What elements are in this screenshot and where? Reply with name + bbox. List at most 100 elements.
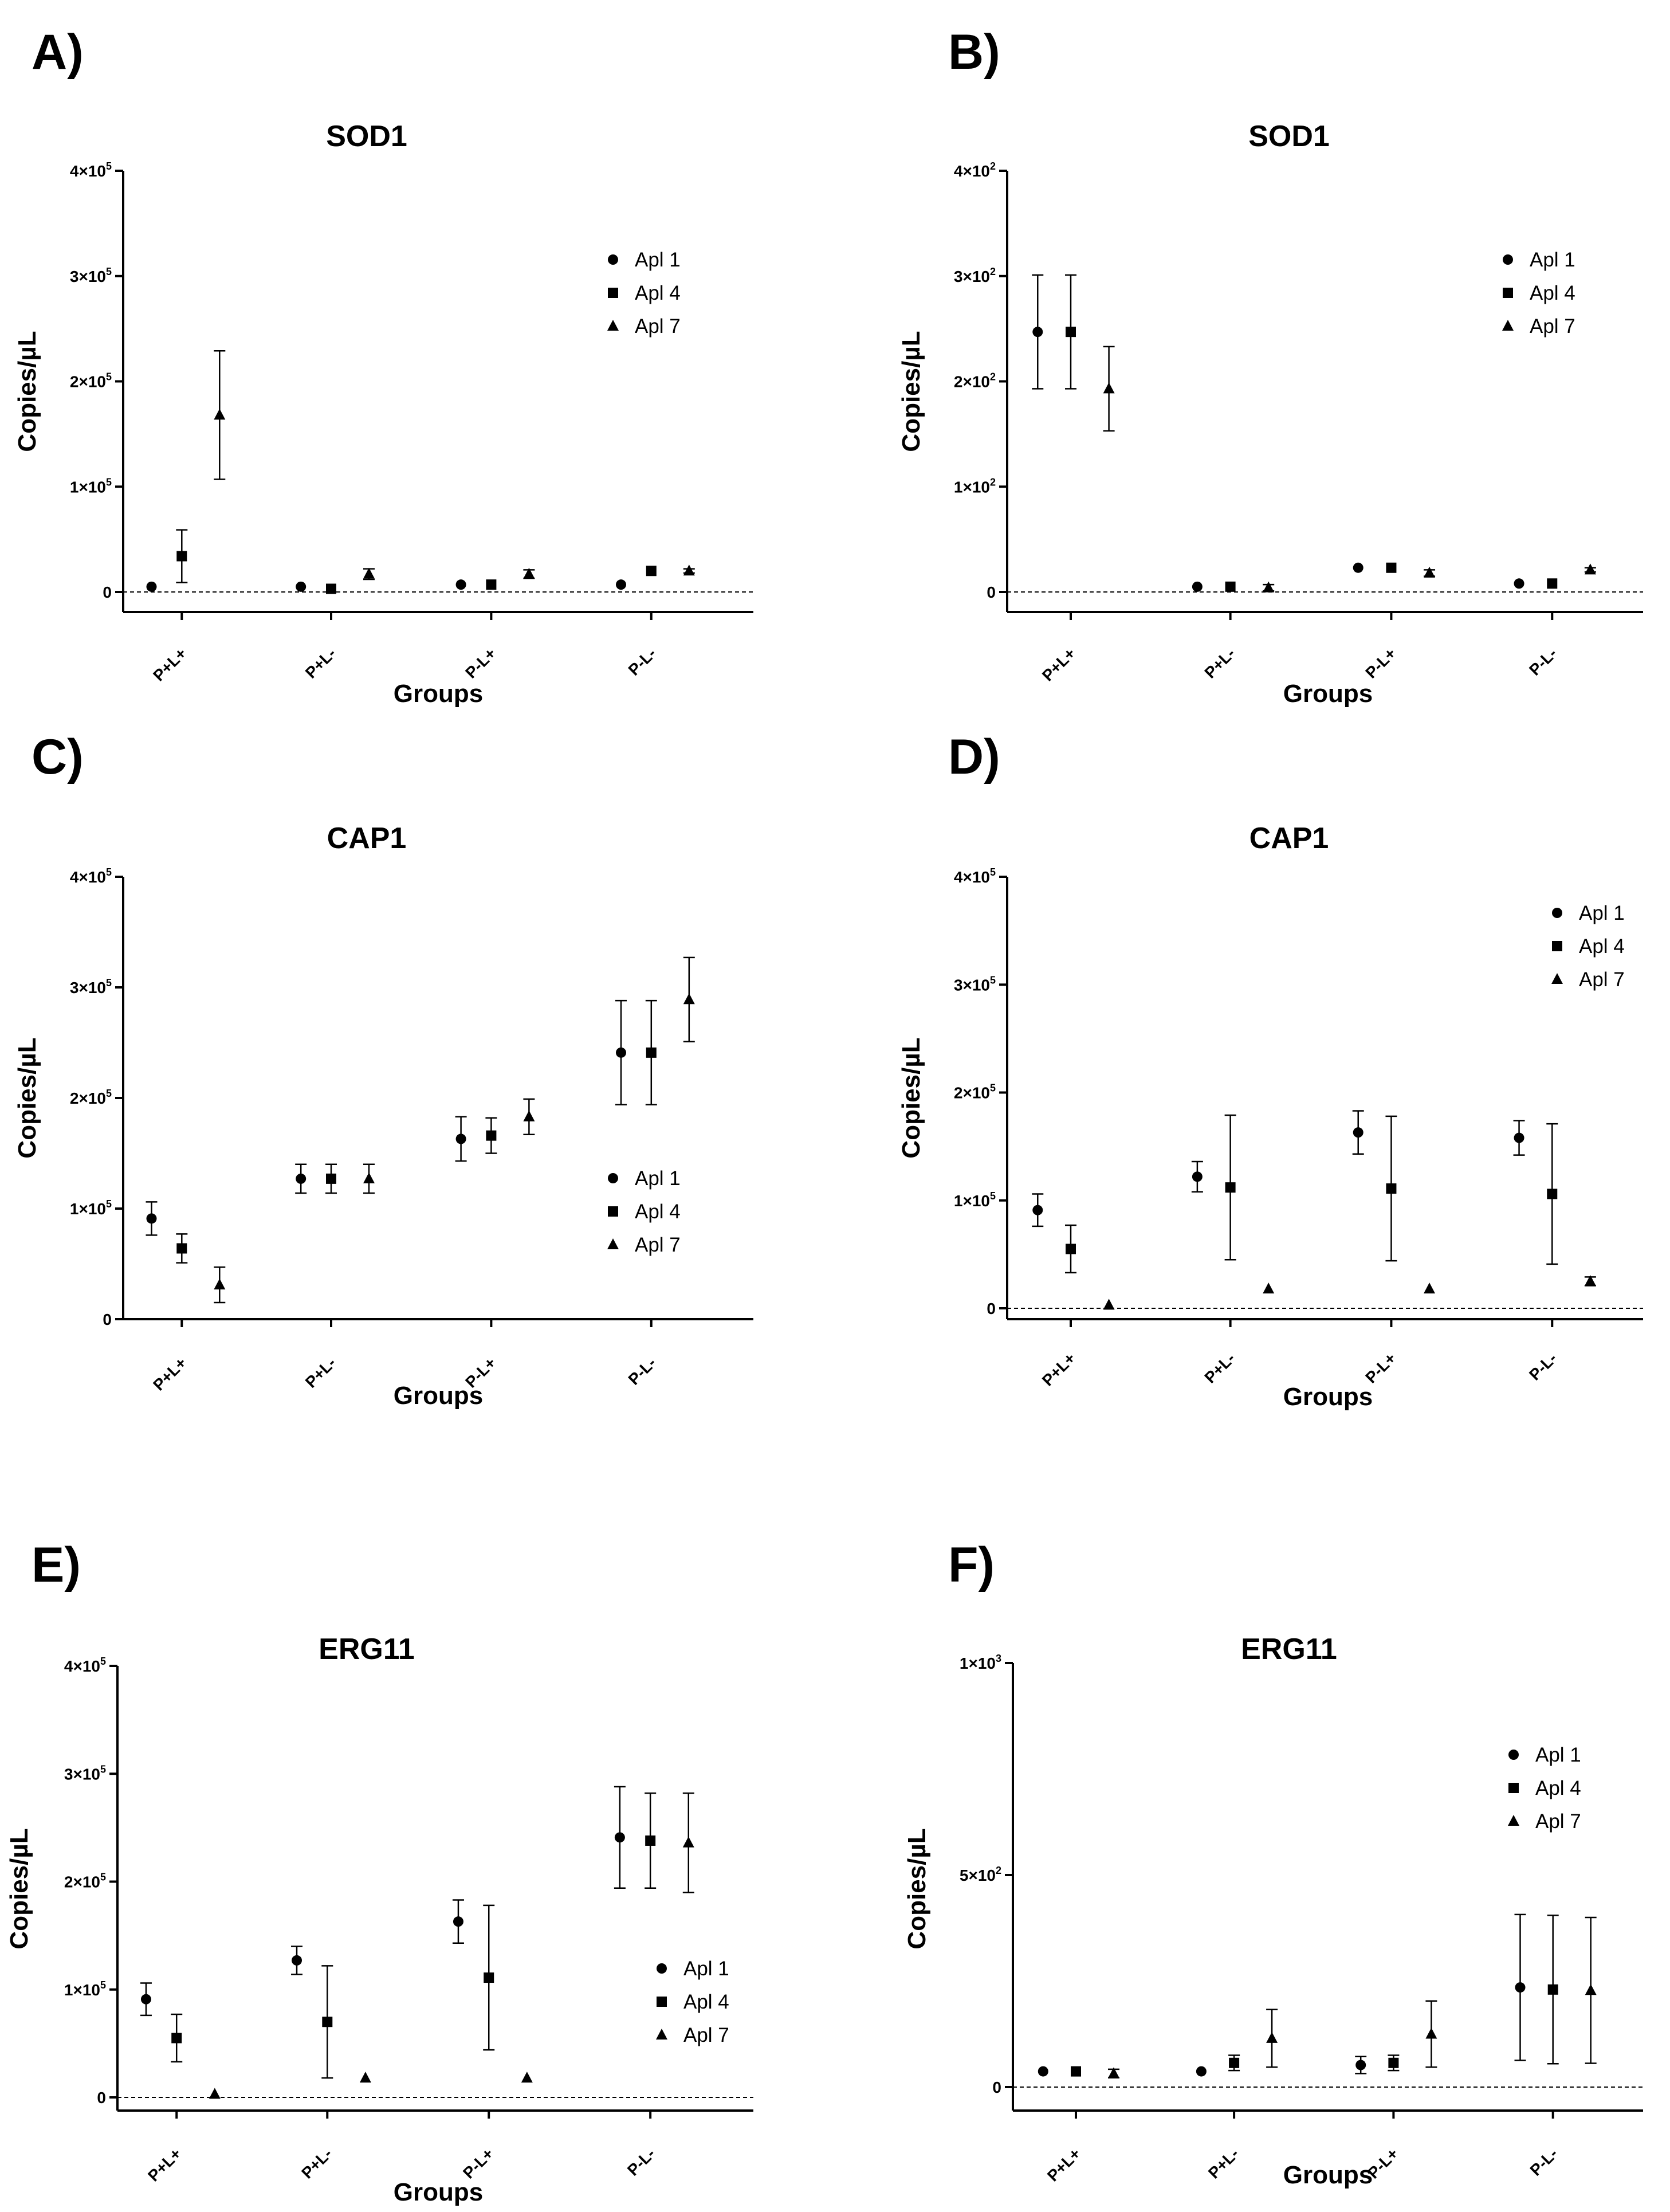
legend-label: Apl 1: [635, 1167, 681, 1190]
data-point: [1038, 2066, 1048, 2077]
chart-panel: D) CAP1 0 1×105 2×105 3×105 4×105 P+L+ P+L- P-L+ P…: [897, 730, 1643, 1411]
data-point: [176, 551, 187, 562]
legend-label: Apl 7: [683, 2024, 729, 2046]
data-point: [1547, 578, 1558, 589]
y-tick-label: 3×105: [70, 977, 112, 997]
legend-marker: [608, 1173, 618, 1183]
data-point: [1515, 1982, 1526, 1993]
data-point: [146, 1213, 157, 1224]
y-tick-exponent: 2: [990, 160, 996, 172]
x-tick-label: P+L+: [1039, 644, 1079, 684]
data-point: [683, 564, 695, 576]
data-point: [326, 1173, 336, 1184]
chart-panel: B) SOD1 0 1×102 2×102 3×102 4×102 P+L+ P+L- P-L+ P…: [897, 25, 1643, 708]
legend-marker: [608, 254, 618, 265]
y-tick-label: 3×105: [70, 266, 112, 285]
data-point: [146, 581, 157, 592]
data-point: [176, 1243, 187, 1254]
y-tick-exponent: 5: [990, 866, 996, 878]
legend-label: Apl 4: [635, 282, 681, 304]
panel-letter: C): [32, 730, 84, 785]
data-point: [296, 1173, 307, 1184]
y-tick-label: 4×105: [70, 160, 112, 180]
panel-letter: B): [948, 25, 1000, 80]
data-point: [645, 1835, 656, 1846]
legend-marker: [657, 1997, 667, 2007]
y-tick-exponent: 5: [106, 476, 112, 488]
data-point: [521, 2072, 533, 2083]
x-tick-label: P+L-: [302, 1354, 339, 1391]
y-tick-exponent: 2: [990, 266, 996, 277]
legend-marker: [607, 1238, 619, 1249]
legend-label: Apl 4: [683, 1991, 729, 2013]
x-axis-label: Groups: [1283, 2161, 1373, 2189]
data-point: [1032, 327, 1043, 338]
data-point: [140, 1994, 151, 2005]
y-tick-label: 2×105: [64, 1872, 106, 1891]
y-tick-label: 3×105: [954, 974, 996, 994]
legend-marker: [1552, 941, 1562, 951]
y-tick-label: 0: [992, 2078, 1001, 2096]
x-tick-label: P+L-: [1205, 2144, 1242, 2182]
legend-label: Apl 1: [1535, 1744, 1581, 1766]
chart-panel: A) SOD1 0 1×105 2×105 3×105 4×105 P+L+ P+L- P-L+ P…: [13, 25, 753, 708]
y-axis-label: Copies/µL: [13, 1037, 41, 1158]
y-tick-label: 2×102: [954, 371, 996, 391]
data-point: [1263, 581, 1275, 593]
legend-label: Apl 7: [1579, 968, 1625, 991]
x-tick-label: P+L-: [1201, 1349, 1238, 1386]
data-point: [292, 1955, 302, 1966]
y-tick-label: 1×103: [960, 1653, 1001, 1672]
legend-label: Apl 7: [1530, 315, 1575, 338]
data-point: [1266, 2031, 1278, 2043]
data-point: [1229, 2057, 1240, 2068]
y-axis-label: Copies/µL: [5, 1828, 33, 1949]
y-axis-label: Copies/µL: [897, 331, 925, 452]
data-point: [1386, 1183, 1397, 1194]
y-tick-label: 1×105: [70, 476, 112, 496]
panel-letter: F): [948, 1538, 995, 1593]
y-tick-exponent: 5: [106, 866, 112, 878]
x-axis-label: Groups: [1283, 680, 1373, 708]
x-axis-label: Groups: [394, 680, 483, 708]
x-tick-label: P-L+: [1362, 644, 1399, 681]
x-axis-label: Groups: [394, 2178, 483, 2206]
y-tick-label: 2×105: [70, 1088, 112, 1107]
y-tick-exponent: 5: [100, 1872, 106, 1883]
data-point: [486, 1130, 497, 1141]
y-tick-exponent: 5: [106, 1198, 112, 1210]
data-point: [1386, 562, 1397, 573]
y-tick-label: 0: [987, 583, 996, 601]
legend-marker: [608, 288, 618, 298]
data-point: [326, 583, 336, 594]
legend-marker: [607, 320, 619, 331]
y-tick-exponent: 5: [990, 1190, 996, 1202]
data-point: [616, 1047, 626, 1058]
x-tick-label: P+L-: [298, 2144, 335, 2182]
x-tick-label: P-L+: [462, 644, 499, 681]
data-point: [171, 2033, 182, 2044]
y-tick-label: 0: [987, 1300, 996, 1317]
data-point: [1584, 1274, 1596, 1286]
chart-title: ERG11: [319, 1633, 415, 1666]
y-tick-label: 1×105: [64, 1979, 106, 1999]
legend-marker: [657, 1963, 667, 1974]
chart-title: CAP1: [1249, 822, 1329, 855]
x-tick-label: P-L+: [1362, 1349, 1399, 1386]
x-tick-label: P-L-: [625, 1354, 659, 1388]
chart-panel: E) ERG11 0 1×105 2×105 3×105 4×105 P+L+ P+L- P-L+…: [5, 1538, 753, 2206]
y-tick-label: 4×105: [64, 1656, 106, 1675]
y-tick-exponent: 5: [106, 160, 112, 172]
data-point: [1192, 581, 1203, 592]
legend-label: Apl 1: [1530, 249, 1575, 271]
y-tick-exponent: 5: [106, 977, 112, 989]
legend-marker: [1508, 1750, 1519, 1760]
panel-letter: D): [948, 730, 1000, 785]
y-axis-label: Copies/µL: [903, 1828, 931, 1949]
chart-title: SOD1: [326, 120, 407, 153]
legend-marker: [608, 1206, 618, 1217]
legend-marker: [1502, 320, 1514, 331]
legend-marker: [1503, 254, 1513, 265]
